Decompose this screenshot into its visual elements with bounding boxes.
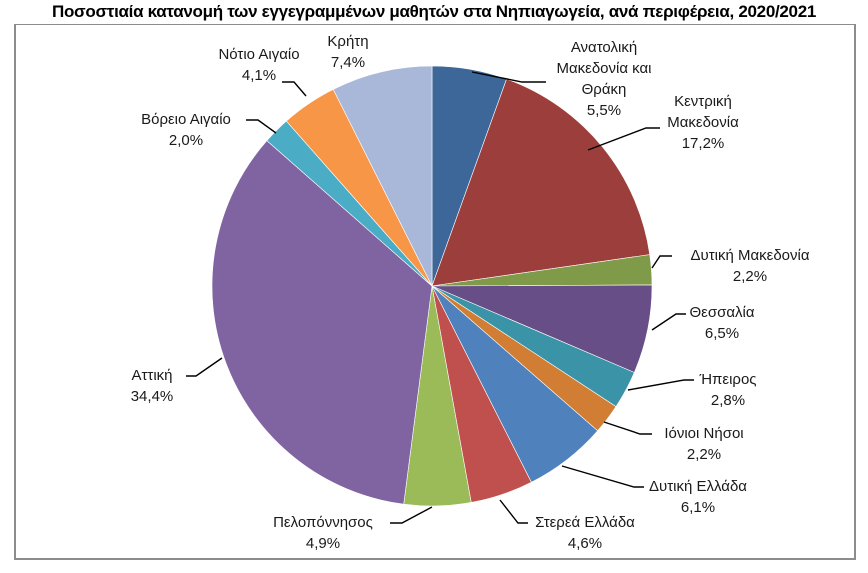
- label-value: 4,6%: [567, 535, 603, 552]
- label-dytiki-makedonia: Δυτική Μακεδονία 2,2%: [672, 245, 828, 287]
- label-sterea-ellada: Στερεά Ελλάδα 4,6%: [526, 512, 644, 554]
- label-attiki: Αττική 34,4%: [120, 365, 184, 407]
- label-ipeiros: Ήπειρος 2,8%: [692, 369, 764, 411]
- label-value: 4,1%: [241, 67, 277, 84]
- label-value: 2,2%: [686, 446, 722, 463]
- label-name: Θεσσαλία: [689, 304, 755, 321]
- label-value: 17,2%: [681, 135, 725, 152]
- label-name-line1: Ανατολική: [570, 39, 638, 56]
- label-value: 2,2%: [732, 268, 768, 285]
- label-name: Πελοπόννησος: [273, 514, 373, 531]
- label-peloponnisos: Πελοπόννησος 4,9%: [258, 512, 388, 554]
- label-value: 7,4%: [330, 54, 366, 71]
- label-notio-aigaio: Νότιο Αιγαίο 4,1%: [206, 44, 312, 86]
- label-anatoliki-makedonia-thraki: Ανατολική Μακεδονία και Θράκη 5,5%: [548, 37, 660, 121]
- label-value: 6,1%: [680, 499, 716, 516]
- pie-slice: [431, 78, 651, 287]
- label-kriti: Κρήτη 7,4%: [318, 31, 378, 73]
- label-dytiki-ellada: Δυτική Ελλάδα 6,1%: [642, 476, 754, 518]
- label-value: 6,5%: [704, 325, 740, 342]
- label-name: Βόρειο Αιγαίο: [141, 111, 231, 128]
- pie-slices: [211, 65, 653, 507]
- label-voreio-aigaio: Βόρειο Αιγαίο 2,0%: [128, 109, 244, 151]
- leader-lines: [186, 71, 694, 524]
- label-name-line3: Θράκη: [581, 81, 627, 98]
- label-name: Ήπειρος: [699, 371, 757, 388]
- label-value: 4,9%: [305, 535, 341, 552]
- label-name: Κρήτη: [327, 33, 369, 50]
- pie-slice: [211, 140, 433, 505]
- label-name: Νότιο Αιγαίο: [218, 46, 300, 63]
- label-name: Αττική: [131, 367, 173, 384]
- label-thessalia: Θεσσαλία 6,5%: [686, 302, 758, 344]
- label-value: 34,4%: [130, 388, 174, 405]
- chart-title: Ποσοστιαία κατανομή των εγγεγραμμένων μα…: [51, 2, 817, 21]
- label-name: Δυτική Μακεδονία: [690, 247, 810, 264]
- label-name-line2: Μακεδονία: [667, 114, 739, 131]
- label-value: 2,0%: [168, 132, 204, 149]
- label-value: 2,8%: [710, 392, 746, 409]
- pie-slice: [332, 65, 433, 287]
- label-name: Στερεά Ελλάδα: [535, 514, 635, 531]
- label-name: Δυτική Ελλάδα: [649, 478, 747, 495]
- label-name-line2: Μακεδονία και: [556, 60, 652, 77]
- label-name-line1: Κεντρική: [674, 93, 732, 110]
- label-ionioi-nisoi: Ιόνιοι Νήσοι 2,2%: [652, 423, 756, 465]
- label-kentriki-makedonia: Κεντρική Μακεδονία 17,2%: [660, 91, 746, 154]
- label-name: Ιόνιοι Νήσοι: [664, 425, 744, 442]
- label-value: 5,5%: [586, 102, 622, 119]
